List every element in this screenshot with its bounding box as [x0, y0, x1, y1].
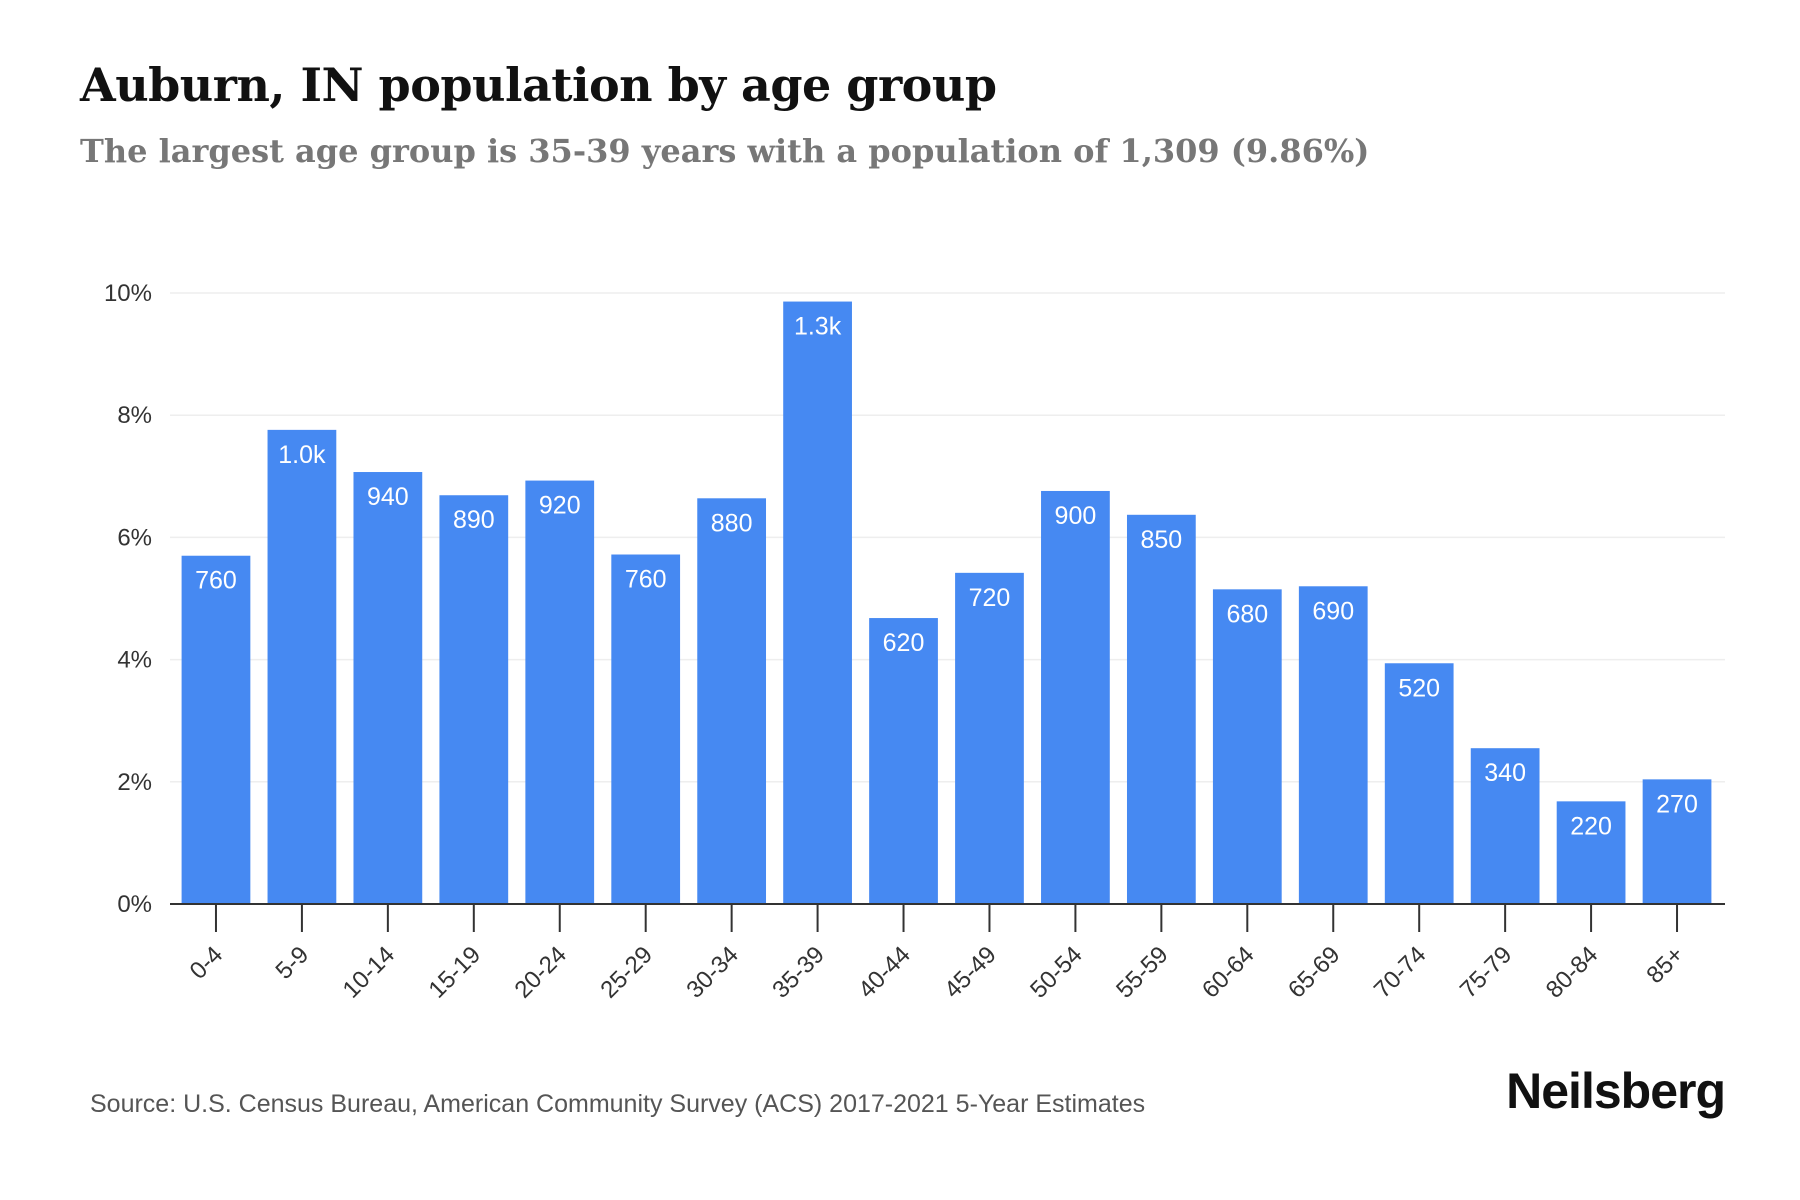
bar [1384, 663, 1454, 904]
y-axis: 0% 2% 4% 6% 8% 10% [104, 280, 152, 918]
bar [1041, 490, 1110, 904]
bar [869, 618, 938, 904]
chart-subtitle: The largest age group is 35-39 years wit… [80, 132, 1370, 170]
x-tick-label: 30-34 [681, 941, 744, 1004]
bars: 760 1.0k 940 890 920 760 880 1.3k 620 720 900 850 68… [181, 301, 1712, 905]
data-label: 880 [711, 509, 753, 537]
bar [525, 480, 595, 904]
x-axis: 0-4 5-9 10-14 15-19 20-24 25-29 30-34 35-39 40-4… [170, 903, 1725, 1004]
data-label: 920 [539, 492, 581, 520]
bar [783, 301, 852, 905]
y-tick-label: 2% [117, 769, 152, 796]
bar [1470, 748, 1540, 904]
x-tick-label: 20-24 [509, 941, 572, 1004]
y-tick-label: 6% [117, 524, 152, 551]
data-label: 1.3k [794, 313, 842, 341]
bar [697, 498, 767, 904]
bar-chart: 0% 2% 4% 6% 8% 10% 760 1.0k 940 890 920 760 880 1.3k… [104, 280, 1725, 1004]
bar [1298, 586, 1368, 904]
data-label: 520 [1398, 674, 1440, 702]
data-label: 680 [1226, 600, 1268, 628]
data-label: 940 [367, 483, 409, 511]
bar [1126, 514, 1196, 904]
bar [1556, 801, 1626, 904]
data-label: 620 [883, 629, 925, 657]
x-tick-label: 75-79 [1455, 941, 1518, 1004]
data-label: 1.0k [278, 441, 326, 469]
bar [181, 555, 251, 904]
y-tick-label: 4% [117, 647, 152, 674]
x-tick-label: 85+ [1641, 941, 1689, 989]
x-tick-label: 40-44 [853, 941, 916, 1004]
x-tick-label: 15-19 [424, 941, 487, 1004]
x-tick-label: 25-29 [595, 941, 658, 1004]
brand-logo: Neilsberg [1506, 1063, 1726, 1119]
y-tick-label: 10% [104, 280, 152, 307]
data-label: 900 [1055, 502, 1097, 530]
data-label: 760 [625, 566, 667, 594]
gridlines [170, 292, 1725, 783]
x-tick-label: 70-74 [1369, 941, 1432, 1004]
x-tick-label: 60-64 [1197, 941, 1260, 1004]
x-tick-label: 65-69 [1283, 941, 1346, 1004]
bar [353, 472, 423, 904]
data-label: 340 [1484, 759, 1526, 787]
chart-title: Auburn, IN population by age group [80, 58, 997, 112]
source-note: Source: U.S. Census Bureau, American Com… [90, 1090, 1146, 1118]
y-tick-label: 8% [117, 402, 152, 429]
data-label: 760 [195, 567, 237, 595]
data-label: 270 [1656, 790, 1698, 818]
bar [1212, 589, 1282, 904]
bar [955, 572, 1024, 904]
x-tick-label: 80-84 [1541, 941, 1604, 1004]
x-tick-label: 0-4 [185, 941, 229, 985]
x-tick-label: 5-9 [271, 941, 315, 985]
x-tick-label: 10-14 [338, 941, 401, 1004]
x-tick-label: 45-49 [939, 941, 1002, 1004]
x-tick-label: 50-54 [1025, 941, 1088, 1004]
bar [611, 554, 681, 904]
bar [439, 495, 509, 904]
bar [1642, 779, 1712, 904]
data-label: 890 [453, 506, 495, 534]
x-tick-label: 55-59 [1111, 941, 1174, 1004]
data-label: 720 [969, 584, 1011, 612]
data-label: 690 [1312, 597, 1354, 625]
x-tick-label: 35-39 [767, 941, 830, 1004]
y-tick-label: 0% [117, 891, 152, 918]
data-label: 850 [1141, 526, 1183, 554]
data-label: 220 [1570, 812, 1612, 840]
bar [267, 429, 337, 904]
